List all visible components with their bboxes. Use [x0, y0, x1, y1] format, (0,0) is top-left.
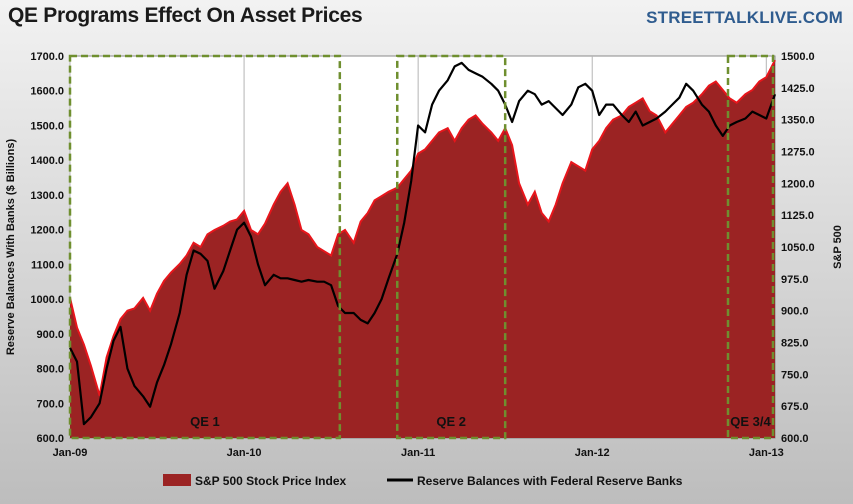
left-tick-label: 1600.0: [30, 86, 64, 98]
left-axis-label: Reserve Balances With Banks ($ Billions): [5, 139, 17, 356]
axes: 600.0 700.0 800.0 900.0 1000.0 1100.0 1200.0 13…: [5, 51, 844, 459]
qe-box-3: [726, 54, 775, 440]
left-tick-label: 1100.0: [31, 259, 64, 271]
qe-box-2-label: QE 2: [436, 414, 466, 429]
right-tick-label: 600.0: [781, 433, 809, 445]
right-tick-label: 1200.0: [781, 178, 815, 190]
right-tick-label: 1125.0: [781, 210, 814, 222]
left-tick-label: 900.0: [36, 329, 64, 341]
x-tick-label: Jan-13: [749, 447, 784, 459]
legend: S&P 500 Stock Price Index Reserve Balance…: [163, 474, 683, 488]
left-tick-label: 1000.0: [30, 294, 64, 306]
right-tick-label: 1350.0: [781, 115, 815, 127]
sp500-area-series: [69, 59, 776, 438]
left-tick-label: 1500.0: [30, 120, 64, 132]
left-tick-label: 1300.0: [30, 190, 64, 202]
right-tick-label: 1500.0: [781, 51, 815, 63]
left-tick-label: 1700.0: [30, 51, 64, 63]
qe-box-2: [396, 54, 507, 440]
brand-watermark: STREETTALKLIVE.COM: [646, 8, 843, 27]
right-axis-label: S&P 500: [832, 225, 844, 269]
x-tick-label: Jan-11: [401, 447, 435, 459]
left-tick-label: 1400.0: [30, 155, 64, 167]
right-tick-label: 900.0: [781, 306, 809, 318]
x-tick-label: Jan-12: [575, 447, 610, 459]
right-tick-label: 825.0: [781, 338, 809, 350]
left-tick-label: 1200.0: [30, 225, 64, 237]
legend-swatch-sp500: [163, 474, 191, 486]
sp500-area-fill: [70, 60, 775, 438]
qe-box-1: [68, 54, 342, 440]
right-tick-label: 1425.0: [781, 83, 815, 95]
left-tick-label: 600.0: [36, 433, 64, 445]
legend-label-reserve: Reserve Balances with Federal Reserve Ba…: [417, 474, 683, 488]
qe-box-3-label: QE 3/4: [730, 414, 771, 429]
left-tick-label: 800.0: [36, 364, 64, 376]
legend-label-sp500: S&P 500 Stock Price Index: [195, 474, 347, 488]
right-tick-label: 675.0: [781, 401, 809, 413]
reserve-line-series: [69, 61, 777, 426]
qe-box-1-label: QE 1: [190, 414, 220, 429]
right-tick-label: 975.0: [781, 274, 809, 286]
right-tick-label: 750.0: [781, 369, 809, 381]
x-tick-label: Jan-10: [227, 447, 262, 459]
left-tick-label: 700.0: [36, 398, 64, 410]
qe-annotations: QE 1 QE 2 QE 3/4: [68, 54, 775, 440]
chart-title: QE Programs Effect On Asset Prices: [8, 4, 363, 27]
x-tick-label: Jan-09: [53, 447, 88, 459]
right-tick-label: 1275.0: [781, 147, 815, 159]
right-tick-label: 1050.0: [781, 242, 815, 254]
reserve-balance-line: [69, 61, 777, 426]
sp500-area-edge: [69, 59, 776, 396]
